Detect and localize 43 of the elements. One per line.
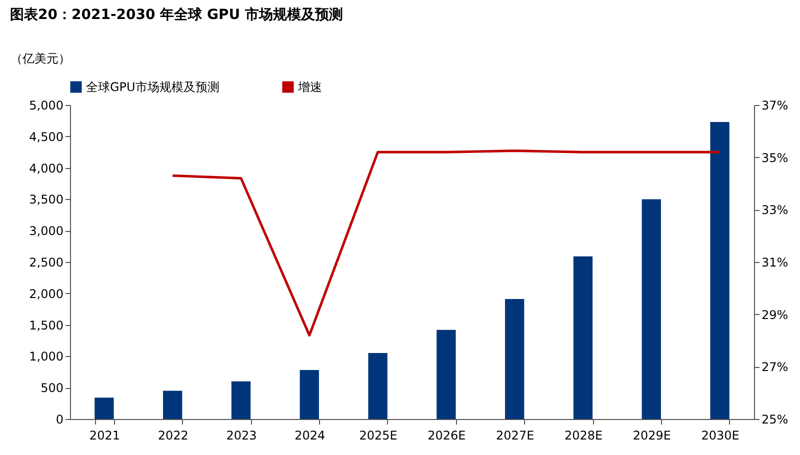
- x-tick-label: 2023: [226, 428, 257, 442]
- y2-tick-label: 27%: [762, 360, 788, 374]
- y-tick-label: 1,000: [29, 350, 64, 364]
- y-tick-label: 3,000: [29, 224, 64, 238]
- bar: [300, 370, 319, 419]
- y2-tick-label: 37%: [762, 98, 788, 112]
- y2-tick-label: 35%: [762, 150, 788, 165]
- bar: [163, 390, 182, 419]
- x-tick-label: 2025E: [359, 428, 398, 442]
- x-tick-label: 2024: [294, 428, 326, 442]
- y-tick-label: 3,500: [29, 192, 64, 207]
- x-tick-label: 2029E: [632, 428, 671, 442]
- line-series: [171, 150, 722, 337]
- bar: [710, 122, 730, 419]
- chart-title: 图表20：2021-2030 年全球 GPU 市场规模及预测: [10, 6, 343, 23]
- x-tick-label: 2026E: [428, 428, 466, 442]
- y-tick-label: 4,500: [29, 130, 64, 144]
- x-tick-label: 2021: [89, 428, 120, 442]
- y2-tick-label: 25%: [762, 412, 788, 426]
- y-tick-label: 1,500: [29, 318, 64, 332]
- y2-tick-label: 31%: [762, 256, 788, 270]
- bar: [368, 353, 388, 419]
- y-tick-label: 5,000: [29, 98, 64, 112]
- y-tick-label: 0: [56, 412, 64, 426]
- y-tick-label: 4,000: [29, 161, 64, 176]
- legend-label: 增速: [297, 80, 322, 94]
- legend-label: 全球GPU市场规模及预测: [86, 80, 220, 94]
- bar: [573, 256, 593, 419]
- y-tick-label: 500: [40, 381, 64, 396]
- bar: [436, 330, 456, 419]
- x-tick-label: 2030E: [701, 428, 740, 442]
- x-tick-label: 2028E: [564, 428, 603, 442]
- bar: [94, 398, 114, 419]
- y-tick-label: 2,000: [29, 286, 64, 301]
- bar: [642, 199, 661, 419]
- x-tick-label: 2022: [158, 428, 188, 442]
- bar: [505, 299, 524, 419]
- y-axis-title: （亿美元）: [10, 52, 70, 66]
- bar: [231, 381, 251, 419]
- y2-tick-label: 33%: [762, 203, 788, 218]
- y-tick-label: 2,500: [29, 256, 64, 270]
- y2-tick-label: 29%: [762, 308, 788, 322]
- x-tick-label: 2027E: [496, 428, 534, 442]
